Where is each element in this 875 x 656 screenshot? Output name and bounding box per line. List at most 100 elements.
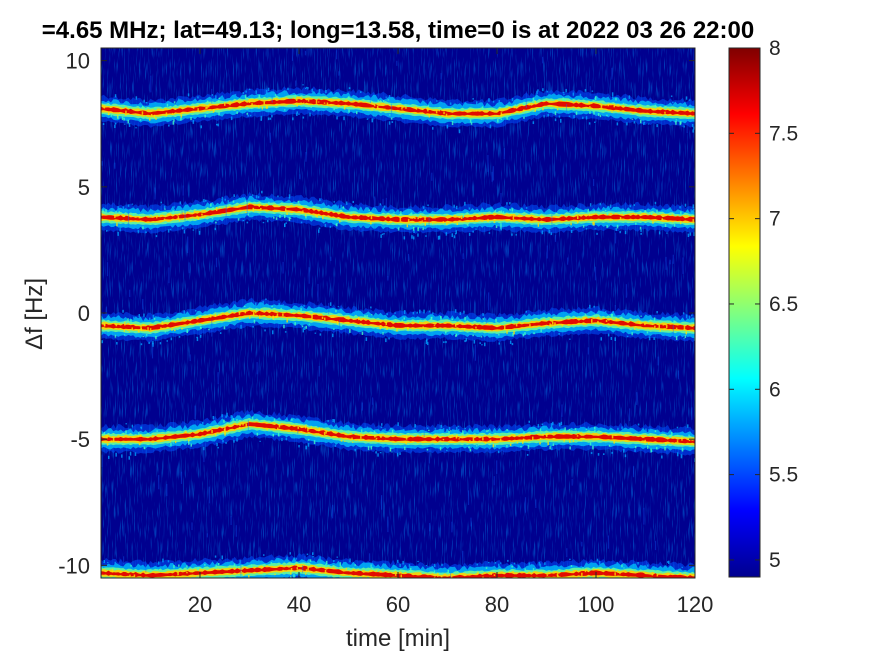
band-2-speckle — [659, 329, 661, 332]
band-3-speckle — [442, 429, 444, 431]
band-3-speckle — [486, 429, 488, 433]
band-3-speckle — [226, 412, 228, 417]
band-0-speckle — [155, 117, 157, 120]
band-3-speckle — [380, 435, 382, 438]
background-streak — [423, 425, 425, 437]
band-3-speckle — [211, 429, 213, 434]
band-2-speckle — [464, 316, 466, 321]
band-4-speckle — [667, 561, 669, 563]
background-streak — [123, 556, 125, 565]
band-4-speckle — [524, 568, 526, 572]
band-2-speckle — [157, 316, 160, 318]
band-0-speckle — [302, 116, 305, 119]
band-1-speckle — [399, 217, 402, 222]
band-4-speckle — [604, 588, 606, 591]
band-0-speckle — [584, 89, 587, 92]
band-0-speckle — [248, 99, 251, 103]
band-1-speckle — [692, 219, 694, 222]
band-1-speckle — [679, 206, 681, 209]
band-3-speckle — [537, 424, 540, 428]
band-1-speckle — [246, 221, 249, 224]
band-3-speckle — [131, 424, 134, 428]
band-0-speckle — [224, 102, 226, 106]
band-0-speckle — [446, 124, 449, 129]
band-3-speckle — [381, 423, 383, 426]
band-2-speckle — [455, 323, 457, 327]
band-2-speckle — [142, 324, 145, 326]
band-1-speckle — [150, 215, 152, 217]
band-2-speckle — [540, 328, 542, 333]
band-2-speckle — [459, 311, 461, 316]
band-0-speckle — [443, 111, 445, 115]
band-4-speckle — [178, 586, 180, 588]
band-4-speckle — [539, 563, 542, 568]
band-0-speckle — [436, 100, 438, 102]
band-3-speckle — [442, 428, 445, 432]
band-3-speckle — [405, 435, 408, 440]
band-0-speckle — [589, 106, 591, 108]
band-4-speckle — [182, 579, 184, 582]
band-3-speckle — [125, 430, 127, 434]
band-1-speckle — [664, 223, 667, 228]
band-2-speckle — [445, 332, 447, 334]
band-1-speckle — [210, 203, 212, 207]
band-1-speckle — [122, 206, 125, 210]
band-1-speckle — [417, 233, 419, 237]
band-2-speckle — [196, 337, 199, 342]
band-1-speckle — [117, 231, 119, 236]
band-2-speckle — [272, 315, 274, 318]
band-3-speckle — [446, 428, 448, 432]
band-4-speckle — [616, 561, 618, 566]
band-4-speckle — [417, 560, 419, 563]
band-0-speckle — [523, 101, 525, 106]
band-1-speckle — [438, 235, 441, 240]
band-0-speckle — [318, 89, 321, 93]
band-3-speckle — [613, 440, 615, 444]
band-4-speckle — [197, 566, 199, 571]
band-2-speckle — [122, 309, 124, 313]
background-streak — [492, 166, 494, 181]
y-tick-label: -5 — [70, 427, 90, 452]
band-0-speckle — [568, 115, 571, 117]
band-1-speckle — [315, 213, 317, 217]
band-3-speckle — [611, 451, 613, 454]
band-3-speckle — [106, 434, 108, 439]
band-1-speckle — [679, 221, 682, 225]
band-3-speckle — [458, 438, 460, 440]
band-4-speckle — [173, 565, 175, 569]
band-4-speckle — [352, 586, 354, 590]
band-0-speckle — [532, 97, 535, 101]
band-4-speckle — [239, 560, 241, 564]
band-3-speckle — [552, 443, 555, 447]
band-1-speckle — [245, 211, 247, 214]
band-1-speckle — [123, 215, 126, 217]
band-2-speckle — [513, 330, 515, 335]
band-0-speckle — [302, 84, 304, 86]
band-1-speckle — [169, 228, 172, 231]
band-1-speckle — [241, 197, 244, 201]
band-1-speckle — [380, 234, 382, 238]
band-3-speckle — [380, 426, 383, 429]
band-0-speckle — [481, 106, 484, 110]
band-4-speckle — [378, 583, 380, 584]
background-streak — [462, 253, 464, 260]
band-3-speckle — [457, 428, 460, 433]
band-0-speckle — [180, 117, 182, 121]
band-0-speckle — [542, 108, 544, 111]
band-4-speckle — [651, 573, 654, 576]
background-streak — [554, 235, 557, 242]
band-4-speckle — [376, 581, 378, 583]
band-2-speckle — [575, 317, 577, 319]
band-4-speckle — [289, 552, 291, 555]
background-streak — [567, 257, 569, 265]
band-1-speckle — [510, 214, 512, 217]
band-4-speckle — [612, 583, 614, 586]
band-2-speckle — [473, 340, 476, 344]
band-3-speckle — [506, 429, 508, 431]
band-1-speckle — [329, 225, 332, 228]
band-0-speckle — [242, 92, 244, 95]
band-1-speckle — [258, 204, 260, 207]
band-3-speckle — [295, 430, 298, 433]
band-3-speckle — [256, 432, 259, 436]
band-3-speckle — [671, 431, 673, 436]
